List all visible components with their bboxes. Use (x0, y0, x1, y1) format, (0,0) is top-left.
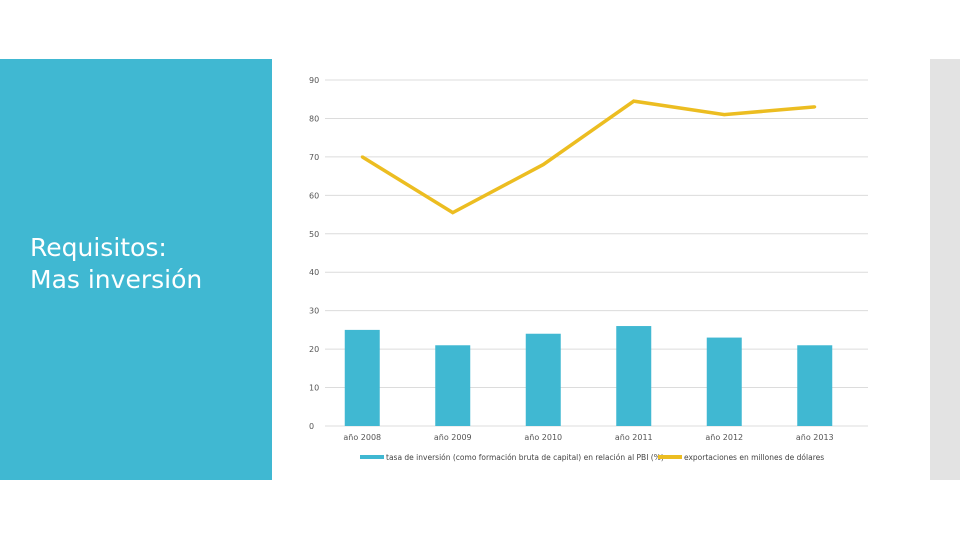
slide-title: Requisitos: Mas inversión (30, 232, 202, 296)
y-axis: 0 10 20 30 40 50 60 70 80 90 (309, 76, 319, 431)
x-tick-label: año 2010 (524, 433, 562, 442)
x-tick-label: año 2012 (705, 433, 743, 442)
title-panel (0, 59, 272, 480)
y-tick-label: 40 (309, 268, 319, 277)
line-point (541, 163, 545, 167)
y-tick-label: 50 (309, 230, 319, 239)
x-axis: año 2008 año 2009 año 2010 año 2011 año 2012… (343, 433, 833, 442)
bar (435, 345, 471, 426)
legend-swatch-line (658, 455, 682, 459)
line-point (451, 211, 455, 215)
right-edge-strip (930, 59, 960, 480)
line-point (813, 105, 817, 109)
x-tick-label: año 2009 (434, 433, 472, 442)
x-tick-label: año 2013 (796, 433, 834, 442)
y-tick-label: 90 (309, 76, 319, 85)
chart-legend: tasa de inversión (como formación bruta … (360, 453, 824, 462)
series-line (361, 99, 815, 215)
line-point (632, 99, 636, 103)
line-series (360, 99, 817, 215)
y-tick-label: 10 (309, 384, 319, 393)
bar-series (344, 326, 833, 426)
y-tick-label: 30 (309, 307, 319, 316)
x-tick-label: año 2008 (343, 433, 381, 442)
bar (706, 337, 742, 426)
y-tick-label: 0 (309, 422, 314, 431)
legend-label-bar: tasa de inversión (como formación bruta … (386, 453, 664, 462)
line-point (722, 113, 726, 117)
x-tick-label: año 2011 (615, 433, 653, 442)
legend-swatch-bar (360, 455, 384, 459)
legend-label-line: exportaciones en millones de dólares (684, 453, 824, 462)
bar (616, 326, 652, 426)
bar (344, 329, 380, 426)
chart-gridlines (325, 79, 868, 427)
bar (797, 345, 833, 426)
bar (525, 333, 561, 426)
y-tick-label: 60 (309, 191, 319, 200)
y-tick-label: 20 (309, 345, 319, 354)
line-point (360, 155, 364, 159)
slide-title-line-2: Mas inversión (30, 265, 203, 294)
slide-title-line-1: Requisitos: (30, 233, 167, 262)
y-tick-label: 80 (309, 114, 319, 123)
y-tick-label: 70 (309, 153, 319, 162)
